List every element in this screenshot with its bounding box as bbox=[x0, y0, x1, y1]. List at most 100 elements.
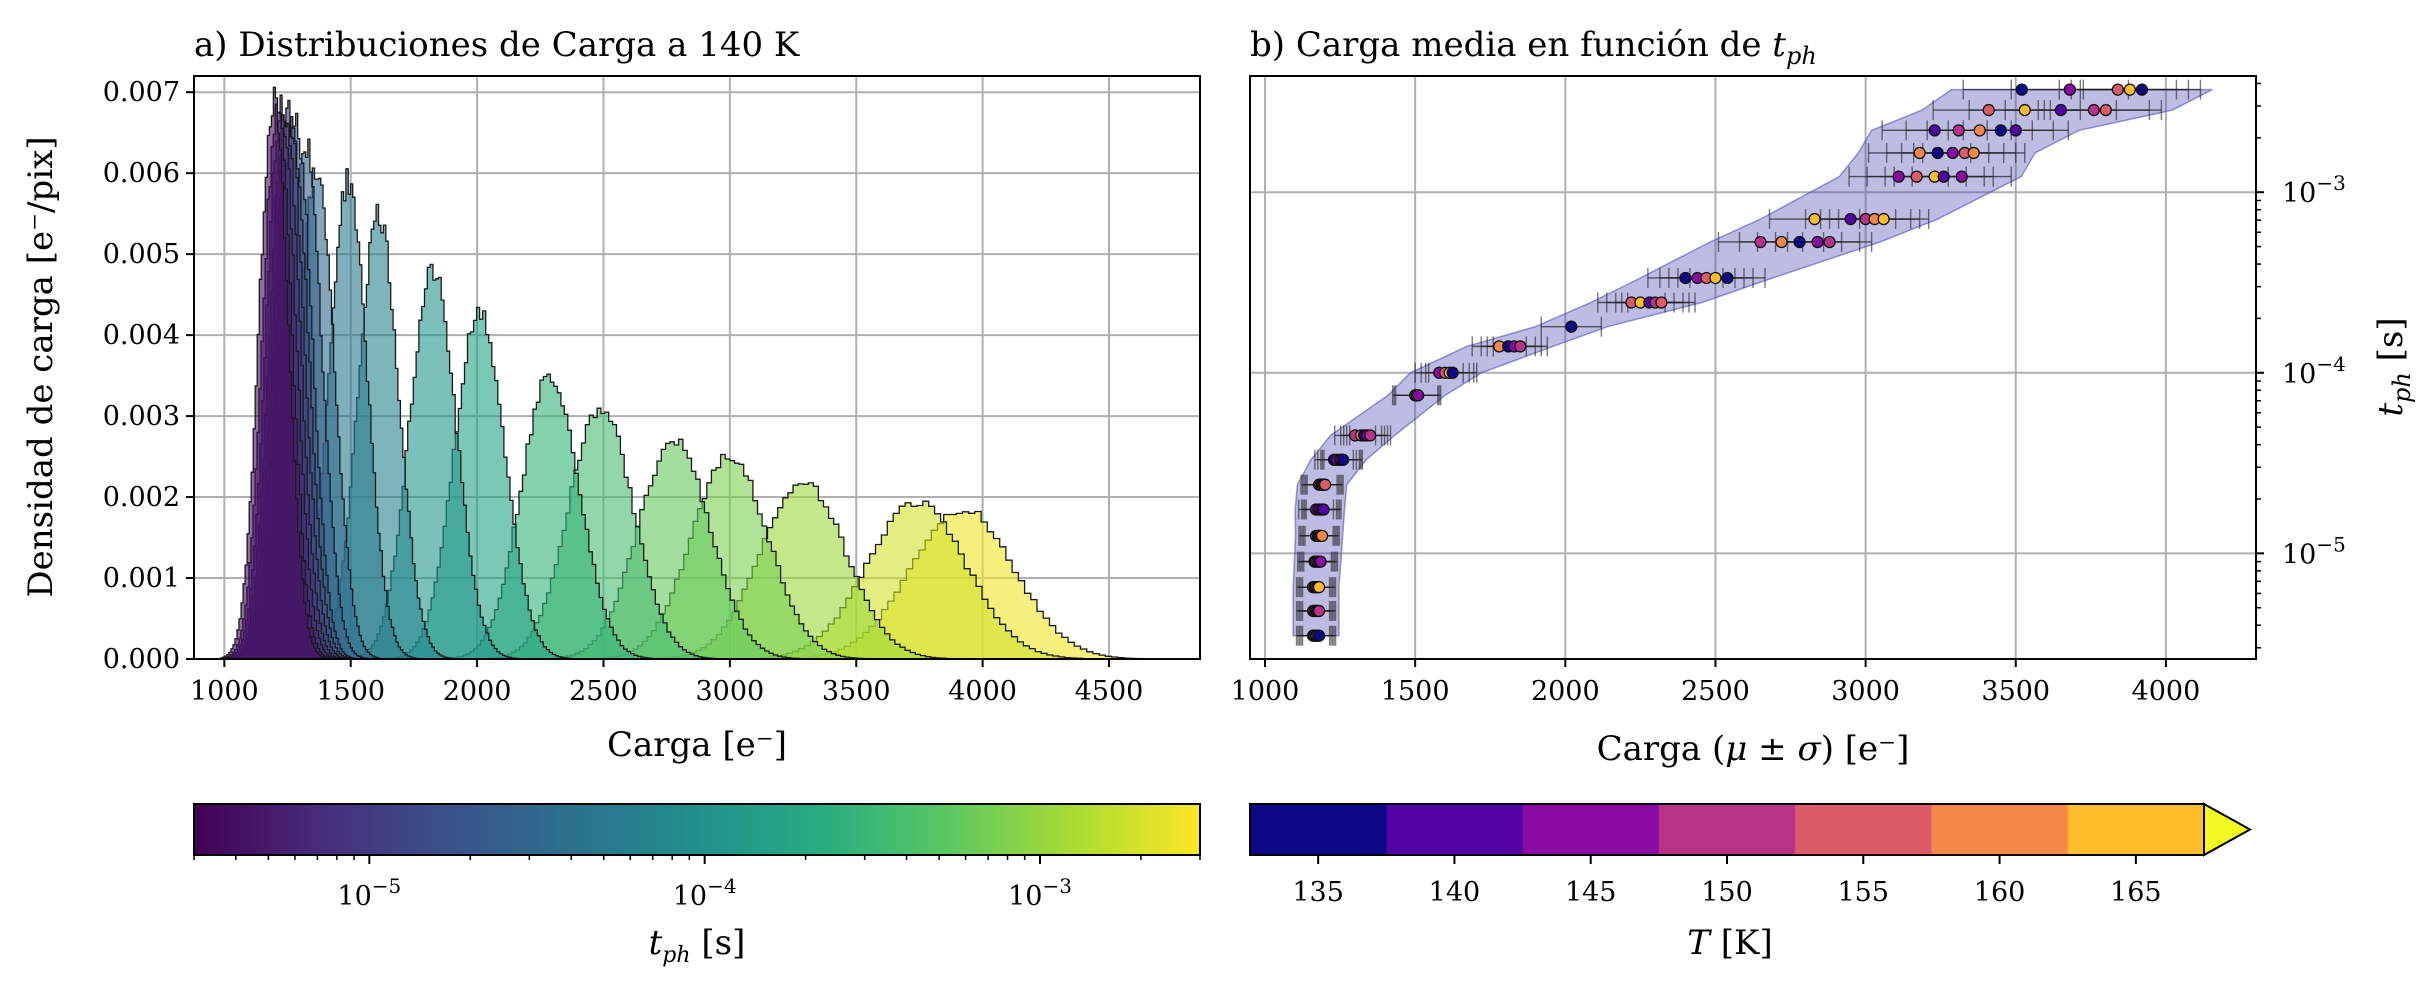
panel-b-y-tick-label-base: 10 bbox=[2282, 539, 2316, 570]
panel-b-frame bbox=[1249, 75, 2257, 660]
panel-b-x-tick-label: 1000 bbox=[1231, 676, 1300, 707]
panel-b-y-tick-label-base: 10 bbox=[2282, 178, 2316, 209]
data-point bbox=[1955, 170, 1968, 183]
data-point bbox=[1937, 170, 1950, 183]
colorbar-tph-label-var: t bbox=[649, 923, 663, 963]
panel-b-x-label-post: ) [e⁻] bbox=[1821, 729, 1910, 769]
panel-b-x-label: Carga (μ ± σ) [e⁻] bbox=[1597, 729, 1910, 769]
data-point bbox=[1565, 320, 1578, 333]
colorbar-temperature-tick-label: 145 bbox=[1565, 877, 1617, 908]
panel-a-x-label: Carga [e⁻] bbox=[607, 725, 787, 765]
panel-b-title: b) Carga media en función de tph bbox=[1250, 25, 1817, 70]
data-point bbox=[2123, 83, 2137, 96]
panel-a-x-tick-label: 2500 bbox=[569, 676, 638, 707]
data-point bbox=[1775, 235, 1788, 249]
colorbar-temperature-tick-label: 135 bbox=[1292, 877, 1344, 908]
panel-b-y-label-unit: [s] bbox=[2371, 317, 2411, 372]
panel-b-y-label: tph [s] bbox=[2371, 317, 2416, 416]
data-point bbox=[2054, 103, 2067, 117]
data-point bbox=[1446, 366, 1459, 379]
data-point bbox=[1910, 170, 1923, 183]
panel-a-title: a) Distribuciones de Carga a 140 K bbox=[194, 25, 800, 65]
colorbar-tph-label: tph [s] bbox=[649, 923, 746, 968]
panel-b-data bbox=[1292, 79, 2213, 646]
data-point bbox=[1655, 296, 1668, 309]
panel-a-y-label: Densidad de carga [e⁻/pix] bbox=[21, 136, 61, 597]
colorbar-temperature-extend-arrow bbox=[2203, 802, 2253, 857]
colorbar-temperature-bin bbox=[1931, 804, 2069, 855]
panel-b-x-tick-label: 3500 bbox=[1981, 676, 2050, 707]
panel-a: a) Distribuciones de Carga a 140 K 1000 1… bbox=[21, 25, 1201, 765]
colorbar-tph-tick-label-base: 10 bbox=[673, 881, 707, 912]
colorbar-temperature-tick-label: 140 bbox=[1429, 877, 1481, 908]
data-point bbox=[1315, 529, 1329, 543]
data-point bbox=[1363, 429, 1377, 442]
colorbar-tph-label-unit: [s] bbox=[691, 923, 746, 963]
panel-b-grid bbox=[1250, 76, 2256, 659]
data-point bbox=[1808, 212, 1821, 226]
panel-a-y-tick-label: 0.000 bbox=[103, 644, 180, 675]
panel-a-x-tick-label: 4000 bbox=[948, 676, 1017, 707]
data-point bbox=[1312, 604, 1326, 618]
data-point bbox=[2015, 83, 2028, 96]
data-point bbox=[2009, 124, 2022, 137]
panel-a-y-tick-label: 0.007 bbox=[103, 77, 180, 108]
data-point bbox=[1721, 271, 1734, 285]
panel-b-y-tick-label-exp: −3 bbox=[2316, 171, 2345, 195]
panel-b-x-ticks: 1000 1500 2000 2500 3000 3500 4000 bbox=[1231, 659, 2200, 707]
data-point bbox=[1982, 103, 1995, 117]
colorbar-tph: 10−5 10−4 10−3 tph [s] bbox=[193, 803, 1201, 968]
data-point bbox=[1317, 503, 1330, 516]
colorbar-temperature-tick-label: 160 bbox=[1974, 877, 2026, 908]
data-point bbox=[2018, 103, 2031, 117]
panel-a-y-tick-label: 0.001 bbox=[103, 563, 180, 594]
data-point bbox=[1412, 389, 1425, 402]
panel-a-y-tick-label: 0.005 bbox=[103, 239, 180, 270]
panel-b-y-tick-label-exp: −5 bbox=[2316, 532, 2345, 556]
panel-a-x-tick-label: 3500 bbox=[822, 676, 891, 707]
panel-b-title-text: b) Carga media en función de bbox=[1250, 25, 1772, 65]
data-point bbox=[1952, 124, 1965, 137]
data-point bbox=[1318, 478, 1332, 491]
colorbar-tph-tick-label-exp: −4 bbox=[707, 874, 736, 898]
data-point bbox=[1811, 235, 1824, 249]
colorbar-tph-tick-label-base: 10 bbox=[1008, 881, 1042, 912]
data-point bbox=[1913, 146, 1926, 160]
panel-b-x-label-math: μ ± σ bbox=[1725, 729, 1821, 769]
panel-b-y-tick-label: 10−4 bbox=[2282, 352, 2346, 390]
data-point bbox=[1844, 212, 1857, 226]
panel-a-x-tick-label: 1000 bbox=[190, 676, 259, 707]
colorbar-tph-ticks: 10−5 10−4 10−3 bbox=[193, 855, 1201, 912]
data-point bbox=[1877, 212, 1890, 226]
data-point bbox=[2135, 83, 2149, 96]
data-point bbox=[2087, 103, 2100, 117]
colorbar-temperature-label-unit: [K] bbox=[1710, 923, 1773, 963]
panel-a-x-tick-label: 3000 bbox=[695, 676, 764, 707]
panel-b-title-var: t bbox=[1772, 25, 1786, 65]
panel-a-y-ticks: 0.000 0.001 0.002 0.003 0.004 0.005 0.006 0.007 bbox=[103, 77, 194, 675]
panel-a-y-tick-label: 0.003 bbox=[103, 401, 180, 432]
panel-b-y-tick-label-base: 10 bbox=[2282, 359, 2316, 390]
panel-b-x-tick-label: 1500 bbox=[1381, 676, 1450, 707]
colorbar-tph-tick-label-base: 10 bbox=[337, 881, 371, 912]
panel-a-y-tick-label: 0.002 bbox=[103, 482, 180, 513]
data-point bbox=[1314, 555, 1327, 568]
colorbar-temperature-bin bbox=[1522, 804, 1660, 855]
data-point bbox=[1709, 271, 1722, 285]
data-point bbox=[1823, 235, 1836, 249]
data-point bbox=[1973, 124, 1986, 137]
colorbar-temperature-bin bbox=[2067, 804, 2205, 855]
panel-b-y-tick-label: 10−3 bbox=[2282, 171, 2346, 209]
panel-b-x-tick-label: 3000 bbox=[1831, 676, 1900, 707]
data-point bbox=[1312, 629, 1326, 642]
colorbar-temperature-bins bbox=[1249, 802, 2253, 857]
data-point bbox=[2063, 83, 2076, 96]
colorbar-temperature-bin bbox=[1250, 804, 1387, 855]
colorbar-temperature-bin bbox=[1658, 804, 1796, 855]
data-point bbox=[1312, 580, 1326, 594]
panel-a-distributions bbox=[220, 86, 1150, 660]
data-point bbox=[2099, 103, 2113, 117]
data-point bbox=[1994, 124, 2007, 137]
data-point bbox=[1946, 146, 1959, 160]
